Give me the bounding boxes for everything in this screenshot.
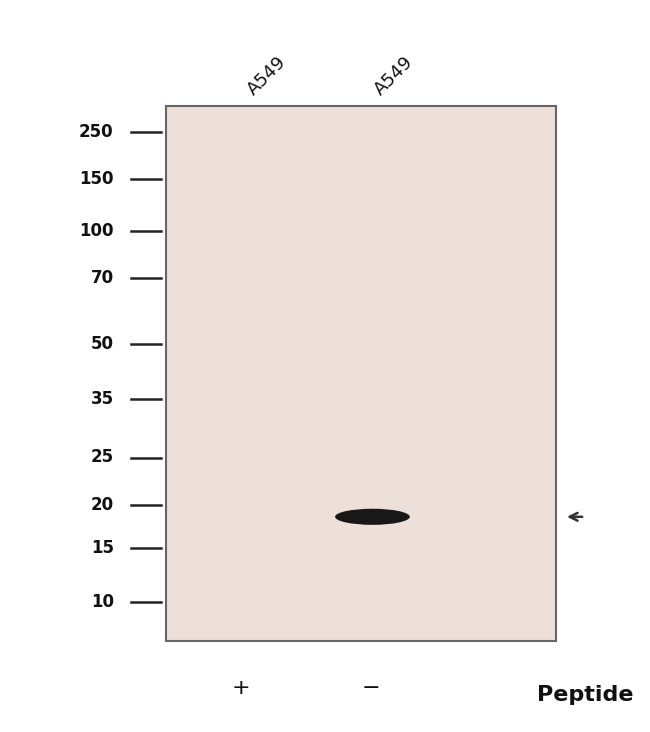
Text: 15: 15: [91, 539, 114, 556]
Text: −: −: [361, 678, 380, 698]
Ellipse shape: [335, 509, 410, 525]
Text: A549: A549: [370, 53, 417, 99]
Text: A549: A549: [244, 53, 290, 99]
Text: 25: 25: [90, 449, 114, 466]
Text: 20: 20: [90, 496, 114, 514]
Text: 100: 100: [79, 222, 114, 239]
Text: Peptide: Peptide: [537, 685, 633, 706]
Text: 150: 150: [79, 171, 114, 188]
Text: +: +: [231, 678, 250, 698]
Text: 70: 70: [90, 269, 114, 287]
Text: 50: 50: [91, 335, 114, 353]
Bar: [166, 106, 556, 640]
Text: 10: 10: [91, 593, 114, 610]
Text: 35: 35: [90, 390, 114, 408]
Text: 250: 250: [79, 123, 114, 141]
